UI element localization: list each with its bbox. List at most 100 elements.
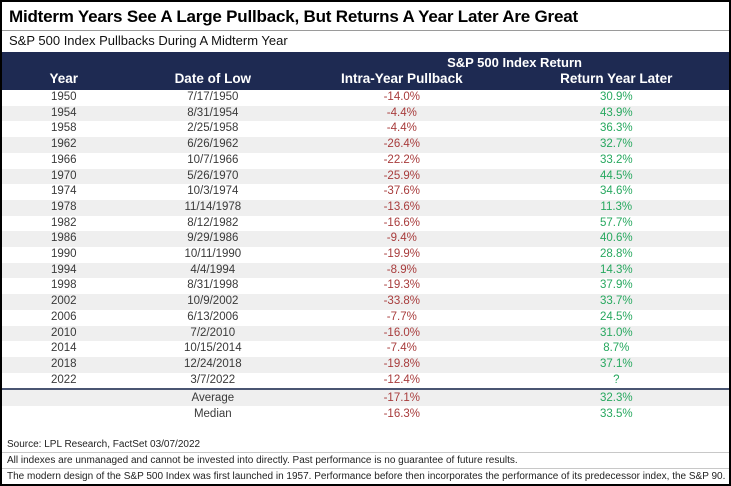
footnote-source: Source: LPL Research, FactSet 03/07/2022 — [7, 438, 201, 450]
group-header-spacer — [2, 52, 301, 70]
pullback-cell: -16.0% — [383, 326, 421, 339]
year-cell: 2014 — [50, 342, 77, 355]
table-header: S&P 500 Index Return Year Date of Low In… — [2, 52, 729, 90]
pullback-cell: -16.3% — [383, 408, 421, 421]
pullback-cell: -26.4% — [383, 138, 421, 151]
return-cell: 37.1% — [599, 357, 633, 370]
table-row: 2022 3/7/2022 -12.4%? — [2, 373, 729, 390]
date-cell: 10/3/1974 — [187, 185, 239, 198]
table-row: 1986 9/29/1986 -9.4% 40.6% — [2, 231, 729, 248]
year-cell: 1998 — [50, 279, 77, 292]
year-cell: 2006 — [50, 310, 77, 323]
return-cell: 40.6% — [599, 232, 633, 245]
table-row: 2002 10/9/2002 -33.8% 33.7% — [2, 294, 729, 310]
pullback-cell: -12.4% — [383, 373, 421, 386]
table-row: 1950 7/17/1950 -14.0% 30.9% — [2, 90, 729, 106]
year-cell: 1982 — [50, 216, 77, 229]
return-cell: 24.5% — [599, 310, 633, 323]
return-cell: 33.5% — [599, 408, 633, 421]
column-header-pullback: Intra-Year Pullback — [300, 70, 504, 90]
group-header-label: S&P 500 Index Return — [300, 52, 729, 70]
year-cell: 1954 — [50, 106, 77, 119]
column-header-year: Year — [2, 70, 126, 90]
date-cell: 10/9/2002 — [187, 295, 239, 308]
return-cell: 31.0% — [599, 326, 633, 339]
column-header-return: Return Year Later — [503, 70, 729, 90]
date-cell: 10/7/1966 — [187, 153, 239, 166]
table-row: 1974 10/3/1974 -37.6% 34.6% — [2, 184, 729, 200]
date-cell: 6/13/2006 — [187, 310, 239, 323]
return-cell: 57.7% — [599, 216, 633, 229]
table-row: 1998 8/31/1998 -19.3% 37.9% — [2, 278, 729, 294]
date-cell: 3/7/2022 — [190, 373, 236, 386]
return-cell: 36.3% — [599, 122, 633, 135]
summary-row: Average -17.1% 32.3% — [2, 389, 729, 407]
return-cell: 37.9% — [599, 279, 633, 292]
date-cell: 8/31/1954 — [187, 106, 239, 119]
pullback-cell: -19.3% — [383, 279, 421, 292]
pullback-cell: -19.9% — [383, 248, 421, 261]
year-cell: 2010 — [50, 326, 77, 339]
pullback-cell: -7.4% — [386, 342, 417, 355]
table-row: 1982 8/12/1982 -16.6% 57.7% — [2, 216, 729, 232]
year-cell: 1970 — [50, 169, 77, 182]
return-cell: 32.3% — [599, 392, 633, 405]
date-cell: 12/24/2018 — [184, 357, 242, 370]
group-header-row: S&P 500 Index Return — [2, 52, 729, 70]
return-cell: 33.2% — [599, 153, 633, 166]
year-cell: 1966 — [50, 153, 77, 166]
table-row: 1978 11/14/1978 -13.6% 11.3% — [2, 199, 729, 216]
date-cell: 7/17/1950 — [187, 91, 239, 103]
pullback-table: S&P 500 Index Return Year Date of Low In… — [2, 52, 729, 422]
date-cell: Average — [191, 392, 235, 405]
pullback-cell: -13.6% — [383, 200, 421, 213]
footnotes: Source: LPL Research, FactSet 03/07/2022… — [2, 437, 729, 484]
footnote-disclaimer: All indexes are unmanaged and cannot be … — [2, 452, 729, 468]
pullback-cell: -4.4% — [386, 106, 417, 119]
table-row: 1970 5/26/1970 -25.9% 44.5% — [2, 168, 729, 185]
return-cell: 34.6% — [599, 185, 633, 198]
return-cell: ? — [613, 373, 620, 386]
date-cell: Median — [193, 408, 232, 421]
page-title: Midterm Years See A Large Pullback, But … — [2, 2, 729, 31]
pullback-cell: -16.6% — [383, 216, 421, 229]
return-cell: 33.7% — [599, 295, 633, 308]
date-cell: 11/14/1978 — [184, 200, 242, 213]
date-cell: 7/2/2010 — [190, 326, 236, 339]
date-cell: 4/4/1994 — [190, 263, 236, 276]
year-cell — [2, 406, 126, 422]
table-row: 1994 4/4/1994 -8.9% 14.3% — [2, 262, 729, 279]
year-cell: 1978 — [50, 200, 77, 213]
column-header-row: Year Date of Low Intra-Year Pullback Ret… — [2, 70, 729, 90]
table-body: 1950 7/17/1950 -14.0% 30.9% 1954 8/31/1954 -4.… — [2, 90, 729, 389]
pullback-cell: -17.1% — [383, 392, 421, 405]
return-cell: 14.3% — [599, 263, 633, 276]
year-cell: 1958 — [50, 122, 77, 135]
pullback-cell: -4.4% — [386, 122, 417, 135]
pullback-cell: -14.0% — [383, 91, 421, 103]
table-row: 1962 6/26/1962 -26.4% 32.7% — [2, 137, 729, 153]
return-cell: 11.3% — [600, 200, 633, 213]
table-row: 1954 8/31/1954 -4.4% 43.9% — [2, 105, 729, 122]
column-header-date: Date of Low — [125, 70, 301, 90]
date-cell: 6/26/1962 — [187, 138, 239, 151]
table-row: 2010 7/2/2010 -16.0% 31.0% — [2, 325, 729, 342]
year-cell: 1950 — [50, 91, 77, 103]
pullback-cell: -37.6% — [383, 185, 421, 198]
table-row: 1958 2/25/1958 -4.4% 36.3% — [2, 121, 729, 137]
date-cell: 8/31/1998 — [187, 279, 239, 292]
pullback-cell: -9.4% — [386, 232, 417, 245]
pullback-cell: -25.9% — [383, 169, 421, 182]
table-row: 1990 10/11/1990 -19.9% 28.8% — [2, 247, 729, 263]
year-cell: 1974 — [50, 185, 77, 198]
pullback-cell: -33.8% — [383, 295, 421, 308]
pullback-cell: -19.8% — [383, 357, 421, 370]
return-cell: 30.9% — [599, 91, 633, 103]
table-row: 2018 12/24/2018 -19.8% 37.1% — [2, 356, 729, 373]
table-row: 2006 6/13/2006 -7.7% 24.5% — [2, 310, 729, 326]
date-cell: 10/11/1990 — [184, 248, 242, 261]
summary-row: Median -16.3% 33.5% — [2, 406, 729, 422]
year-cell: 1962 — [50, 138, 77, 151]
footnote-index-history: The modern design of the S&P 500 Index w… — [2, 468, 729, 484]
return-cell: 43.9% — [599, 106, 633, 119]
